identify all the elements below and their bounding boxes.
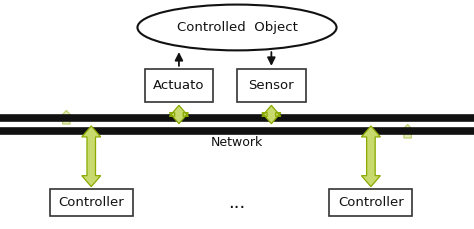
Text: Controller: Controller xyxy=(58,196,124,209)
Text: Network: Network xyxy=(211,136,263,149)
Text: ...: ... xyxy=(228,194,246,212)
Polygon shape xyxy=(361,126,380,187)
FancyBboxPatch shape xyxy=(329,189,412,216)
Polygon shape xyxy=(399,124,416,138)
Text: Controller: Controller xyxy=(338,196,404,209)
FancyBboxPatch shape xyxy=(50,189,133,216)
Text: Actuato: Actuato xyxy=(153,79,205,92)
Text: Sensor: Sensor xyxy=(248,79,294,92)
Polygon shape xyxy=(82,126,100,187)
Polygon shape xyxy=(58,110,75,124)
Polygon shape xyxy=(262,105,281,124)
FancyBboxPatch shape xyxy=(145,69,213,102)
Polygon shape xyxy=(169,105,189,124)
FancyBboxPatch shape xyxy=(237,69,306,102)
Text: Controlled  Object: Controlled Object xyxy=(176,21,298,34)
